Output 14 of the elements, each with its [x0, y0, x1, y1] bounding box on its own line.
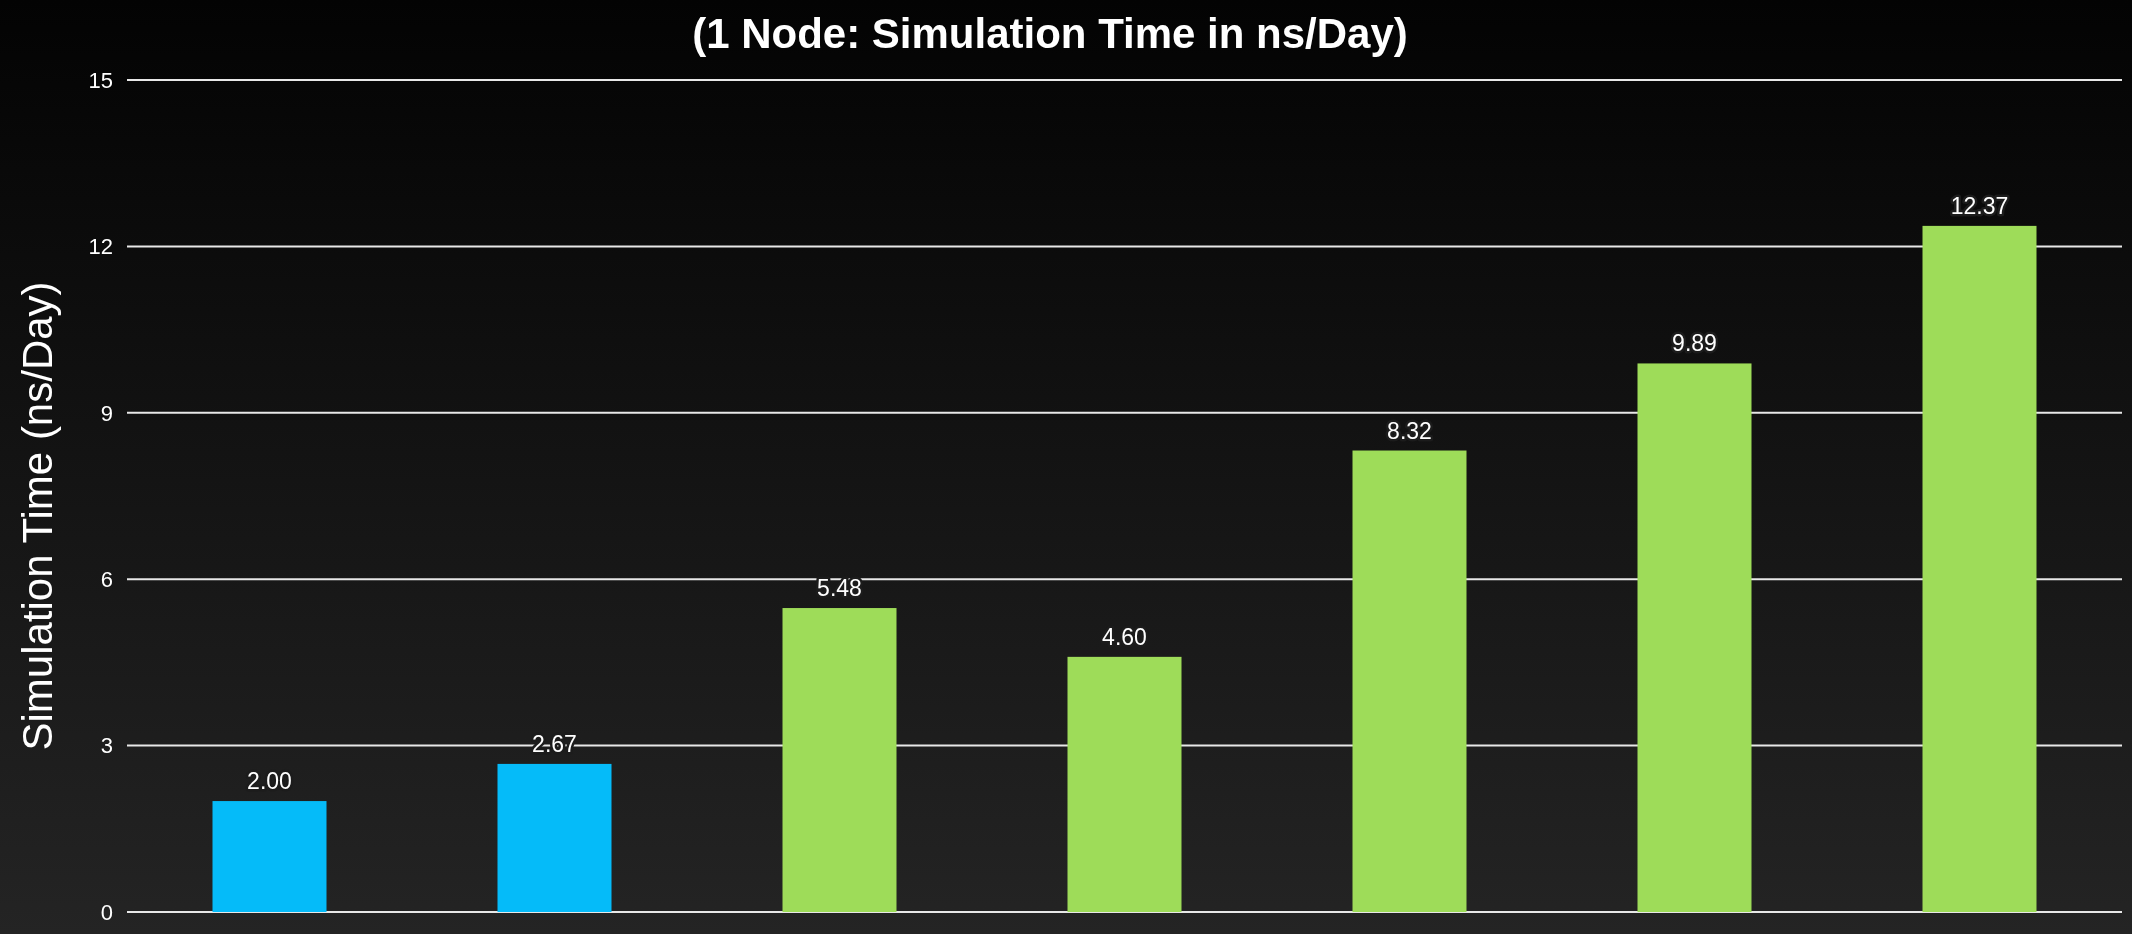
- y-tick-label: 12: [88, 234, 113, 260]
- y-tick-label: 9: [100, 400, 113, 426]
- data-label: 8.32: [1387, 417, 1432, 444]
- y-tick-label: 0: [100, 899, 113, 925]
- y-tick-label: 3: [100, 733, 113, 759]
- data-label: 5.48: [817, 575, 862, 602]
- y-tick-label: 15: [88, 67, 113, 93]
- chart-title: (1 Node: Simulation Time in ns/Day): [692, 10, 1408, 57]
- data-label: 12.37: [1950, 192, 2009, 219]
- data-label: 2.00: [247, 768, 292, 795]
- y-axis-title: Simulation Time (ns/Day): [14, 281, 61, 751]
- y-tick-label: 6: [100, 566, 113, 592]
- data-label: 9.89: [1672, 330, 1717, 357]
- data-label: 4.60: [1102, 623, 1147, 650]
